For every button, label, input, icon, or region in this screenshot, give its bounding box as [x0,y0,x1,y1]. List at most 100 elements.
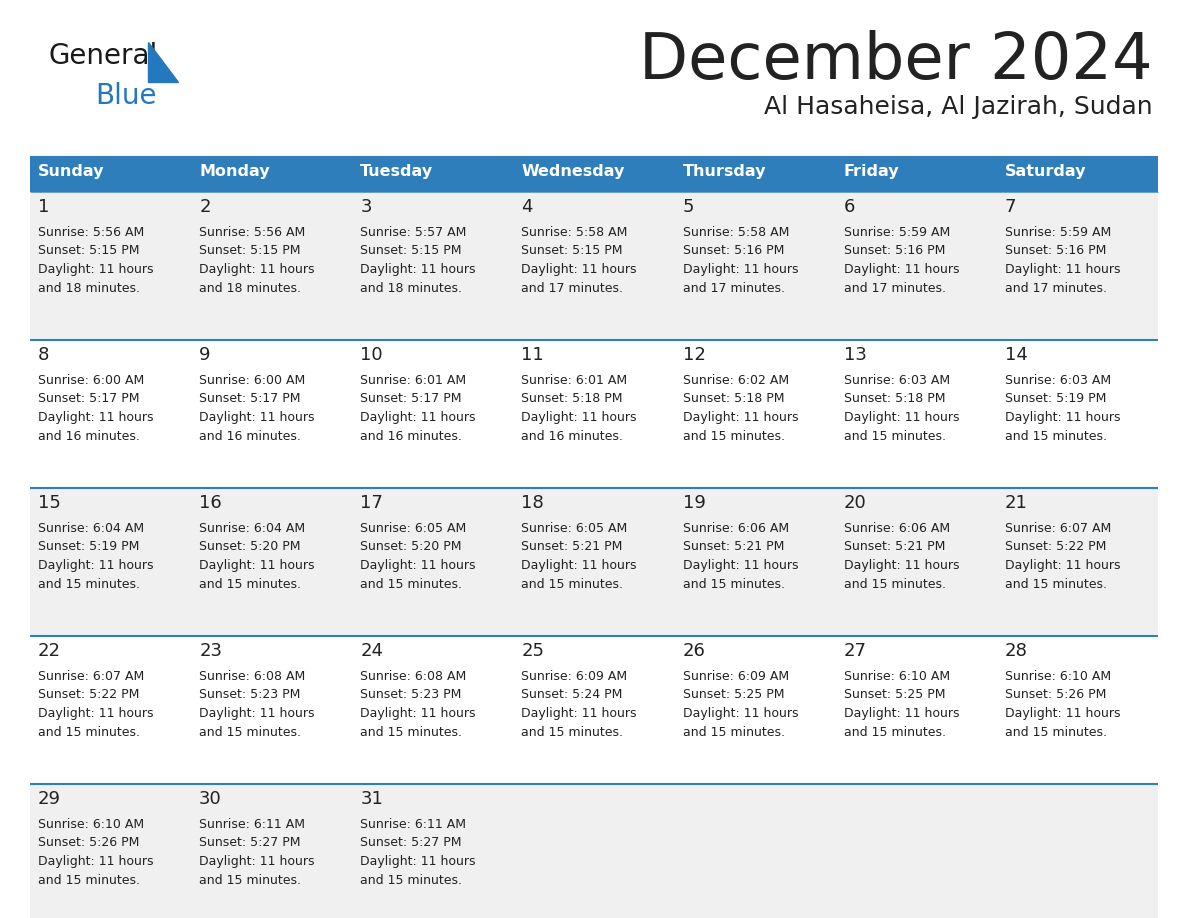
Text: 16: 16 [200,494,222,512]
Text: 2: 2 [200,198,210,216]
Text: Sunset: 5:25 PM: Sunset: 5:25 PM [843,688,946,701]
Text: 1: 1 [38,198,50,216]
Text: and 18 minutes.: and 18 minutes. [200,282,301,295]
Text: Sunset: 5:17 PM: Sunset: 5:17 PM [38,393,139,406]
Text: 31: 31 [360,790,384,808]
Bar [30,340,191,488]
Bar [191,192,353,340]
Text: Sunrise: 6:02 AM: Sunrise: 6:02 AM [683,374,789,387]
Text: Sunrise: 6:09 AM: Sunrise: 6:09 AM [522,670,627,683]
Text: Sunrise: 5:57 AM: Sunrise: 5:57 AM [360,226,467,239]
Text: Sunset: 5:26 PM: Sunset: 5:26 PM [1005,688,1106,701]
Text: Sunrise: 6:03 AM: Sunrise: 6:03 AM [1005,374,1111,387]
Bar [353,157,513,192]
Text: Daylight: 11 hours: Daylight: 11 hours [38,411,153,424]
Bar [997,192,1158,340]
Text: and 16 minutes.: and 16 minutes. [360,430,462,442]
Text: Sunrise: 5:59 AM: Sunrise: 5:59 AM [843,226,950,239]
Text: and 17 minutes.: and 17 minutes. [1005,282,1107,295]
Text: Sunrise: 6:01 AM: Sunrise: 6:01 AM [360,374,467,387]
Text: Thursday: Thursday [683,164,766,179]
Text: Daylight: 11 hours: Daylight: 11 hours [200,559,315,572]
Text: Daylight: 11 hours: Daylight: 11 hours [843,411,959,424]
Text: Monday: Monday [200,164,270,179]
Polygon shape [148,42,178,82]
Text: 18: 18 [522,494,544,512]
Text: and 16 minutes.: and 16 minutes. [522,430,624,442]
Text: Sunrise: 6:05 AM: Sunrise: 6:05 AM [360,522,467,535]
Text: Sunset: 5:26 PM: Sunset: 5:26 PM [38,836,139,849]
Text: Daylight: 11 hours: Daylight: 11 hours [360,263,475,276]
Bar [675,340,835,488]
Text: Daylight: 11 hours: Daylight: 11 hours [360,411,475,424]
Text: 26: 26 [683,642,706,660]
Text: Sunrise: 6:11 AM: Sunrise: 6:11 AM [200,818,305,831]
Text: Sunset: 5:19 PM: Sunset: 5:19 PM [1005,393,1106,406]
Text: and 15 minutes.: and 15 minutes. [683,725,784,738]
Text: and 15 minutes.: and 15 minutes. [522,725,624,738]
Text: Daylight: 11 hours: Daylight: 11 hours [38,855,153,868]
Bar [675,784,835,918]
Bar [353,340,513,488]
Text: and 15 minutes.: and 15 minutes. [683,577,784,590]
Text: Daylight: 11 hours: Daylight: 11 hours [38,263,153,276]
Text: 19: 19 [683,494,706,512]
Bar [997,340,1158,488]
Text: 27: 27 [843,642,867,660]
Text: 15: 15 [38,494,61,512]
Bar [513,488,675,636]
Text: Sunrise: 6:06 AM: Sunrise: 6:06 AM [683,522,789,535]
Text: 4: 4 [522,198,533,216]
Text: Daylight: 11 hours: Daylight: 11 hours [1005,559,1120,572]
Text: General: General [48,42,157,70]
Text: and 15 minutes.: and 15 minutes. [843,430,946,442]
Bar [675,192,835,340]
Text: 17: 17 [360,494,384,512]
Text: and 15 minutes.: and 15 minutes. [360,874,462,887]
Bar [997,636,1158,784]
Text: Sunrise: 6:04 AM: Sunrise: 6:04 AM [200,522,305,535]
Text: Sunrise: 5:56 AM: Sunrise: 5:56 AM [38,226,144,239]
Text: 20: 20 [843,494,866,512]
Text: 8: 8 [38,346,50,364]
Text: Wednesday: Wednesday [522,164,625,179]
Text: Saturday: Saturday [1005,164,1086,179]
Text: Sunset: 5:21 PM: Sunset: 5:21 PM [683,541,784,554]
Text: Sunset: 5:19 PM: Sunset: 5:19 PM [38,541,139,554]
Text: Sunset: 5:20 PM: Sunset: 5:20 PM [360,541,462,554]
Text: Sunset: 5:21 PM: Sunset: 5:21 PM [522,541,623,554]
Text: Daylight: 11 hours: Daylight: 11 hours [360,707,475,720]
Text: Sunset: 5:18 PM: Sunset: 5:18 PM [683,393,784,406]
Text: and 15 minutes.: and 15 minutes. [200,874,301,887]
Text: Daylight: 11 hours: Daylight: 11 hours [843,263,959,276]
Text: and 16 minutes.: and 16 minutes. [200,430,301,442]
Text: Sunrise: 5:56 AM: Sunrise: 5:56 AM [200,226,305,239]
Text: Daylight: 11 hours: Daylight: 11 hours [1005,411,1120,424]
Text: 13: 13 [843,346,866,364]
Text: Sunset: 5:15 PM: Sunset: 5:15 PM [522,244,623,258]
Text: Sunset: 5:15 PM: Sunset: 5:15 PM [360,244,462,258]
Text: Daylight: 11 hours: Daylight: 11 hours [1005,263,1120,276]
Text: Daylight: 11 hours: Daylight: 11 hours [522,707,637,720]
Bar [513,636,675,784]
Text: Daylight: 11 hours: Daylight: 11 hours [683,411,798,424]
Text: Sunset: 5:23 PM: Sunset: 5:23 PM [200,688,301,701]
Text: and 15 minutes.: and 15 minutes. [360,725,462,738]
Text: and 15 minutes.: and 15 minutes. [522,577,624,590]
Text: Sunset: 5:16 PM: Sunset: 5:16 PM [843,244,946,258]
Bar [997,488,1158,636]
Text: Sunset: 5:27 PM: Sunset: 5:27 PM [200,836,301,849]
Text: and 15 minutes.: and 15 minutes. [200,577,301,590]
Bar [835,340,997,488]
Text: Daylight: 11 hours: Daylight: 11 hours [360,559,475,572]
Text: Sunrise: 6:07 AM: Sunrise: 6:07 AM [1005,522,1111,535]
Text: 14: 14 [1005,346,1028,364]
Bar [30,488,191,636]
Text: 3: 3 [360,198,372,216]
Text: Sunrise: 5:58 AM: Sunrise: 5:58 AM [522,226,627,239]
Text: Sunset: 5:21 PM: Sunset: 5:21 PM [843,541,946,554]
Text: Sunrise: 6:11 AM: Sunrise: 6:11 AM [360,818,466,831]
Bar [30,157,191,192]
Text: Daylight: 11 hours: Daylight: 11 hours [683,707,798,720]
Bar [675,157,835,192]
